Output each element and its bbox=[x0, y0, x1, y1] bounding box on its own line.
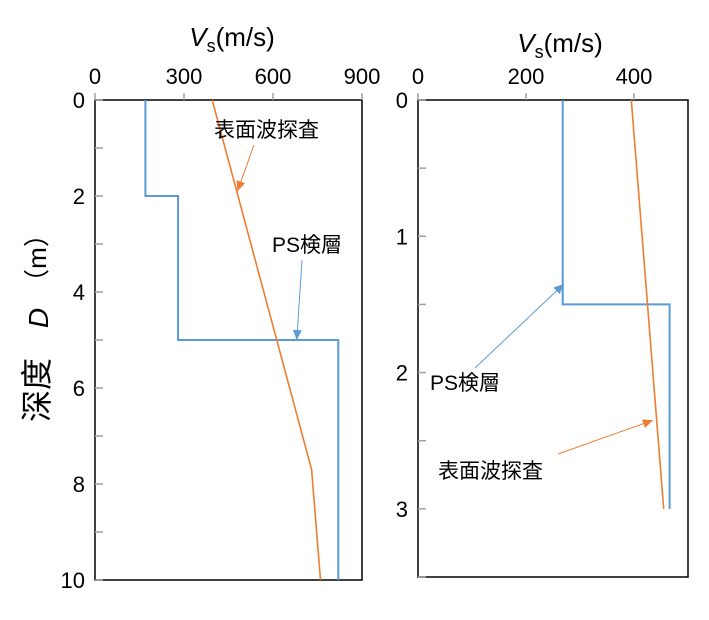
annotation-arrow-line bbox=[557, 419, 654, 455]
y-tick-label: 1 bbox=[396, 224, 408, 249]
x-axis-title: Vs(m/s) bbox=[189, 22, 275, 56]
y-tick-label: 3 bbox=[396, 497, 408, 522]
x-axis-title-subscript: s bbox=[207, 36, 216, 56]
y-tick-label: 10 bbox=[61, 568, 85, 593]
annotation-arrowhead bbox=[236, 180, 246, 192]
x-tick-label: 300 bbox=[166, 64, 203, 89]
x-axis-title-unit: (m/s) bbox=[216, 22, 275, 52]
x-axis-title-unit: (m/s) bbox=[544, 28, 603, 58]
annotation-label: PS検層 bbox=[272, 234, 342, 257]
series-line-surface bbox=[630, 99, 665, 509]
annotation-label: 表面波探査 bbox=[438, 460, 543, 483]
x-tick-label: 0 bbox=[89, 64, 101, 89]
y-tick-label: 2 bbox=[73, 184, 85, 209]
x-tick-label: 900 bbox=[344, 64, 381, 89]
x-tick-label: 400 bbox=[616, 64, 653, 89]
annotation-arrowhead bbox=[553, 283, 564, 295]
y-tick-label: 4 bbox=[73, 280, 85, 305]
x-axis-title: Vs(m/s) bbox=[517, 28, 603, 62]
plot-1: Vs(m/s) 0 300 600 900 0 2 4 6 8 10 表面波探査 PS検層 bbox=[61, 22, 381, 593]
y-axis-label: 深度 D （m） bbox=[19, 221, 55, 422]
y-axis-label-unit: （m） bbox=[22, 221, 52, 295]
annotation-arrow-line bbox=[296, 259, 303, 341]
x-axis-title-subscript: s bbox=[535, 42, 544, 62]
series-line-ps bbox=[561, 100, 671, 509]
annotation-arrow-line bbox=[474, 283, 565, 369]
plots: Vs(m/s)0 300 600 9000246810表面波探査PS検層Vs(m/s)… bbox=[61, 22, 689, 593]
x-axis-title-symbol: V bbox=[517, 28, 537, 58]
y-tick-label: 0 bbox=[73, 88, 85, 113]
y-tick-label: 6 bbox=[73, 376, 85, 401]
plot-frame bbox=[417, 99, 689, 578]
y-axis-label-symbol: D bbox=[23, 308, 54, 328]
y-tick-label: 2 bbox=[396, 361, 408, 386]
annotation-arrowhead bbox=[641, 419, 653, 428]
y-tick-label: 8 bbox=[73, 472, 85, 497]
x-tick-label: 0 bbox=[412, 64, 424, 89]
series-line-ps bbox=[144, 100, 340, 580]
series-line-surface bbox=[211, 99, 322, 581]
annotation-arrowhead bbox=[292, 329, 302, 340]
x-tick-label: 200 bbox=[508, 64, 545, 89]
x-tick-label: 600 bbox=[255, 64, 292, 89]
y-tick-label: 0 bbox=[396, 88, 408, 113]
annotation-label: 表面波探査 bbox=[214, 119, 319, 142]
y-axis-label-kanji: 深度 bbox=[19, 358, 55, 422]
x-axis-title-symbol: V bbox=[189, 22, 209, 52]
annotation-label: PS検層 bbox=[430, 372, 500, 395]
